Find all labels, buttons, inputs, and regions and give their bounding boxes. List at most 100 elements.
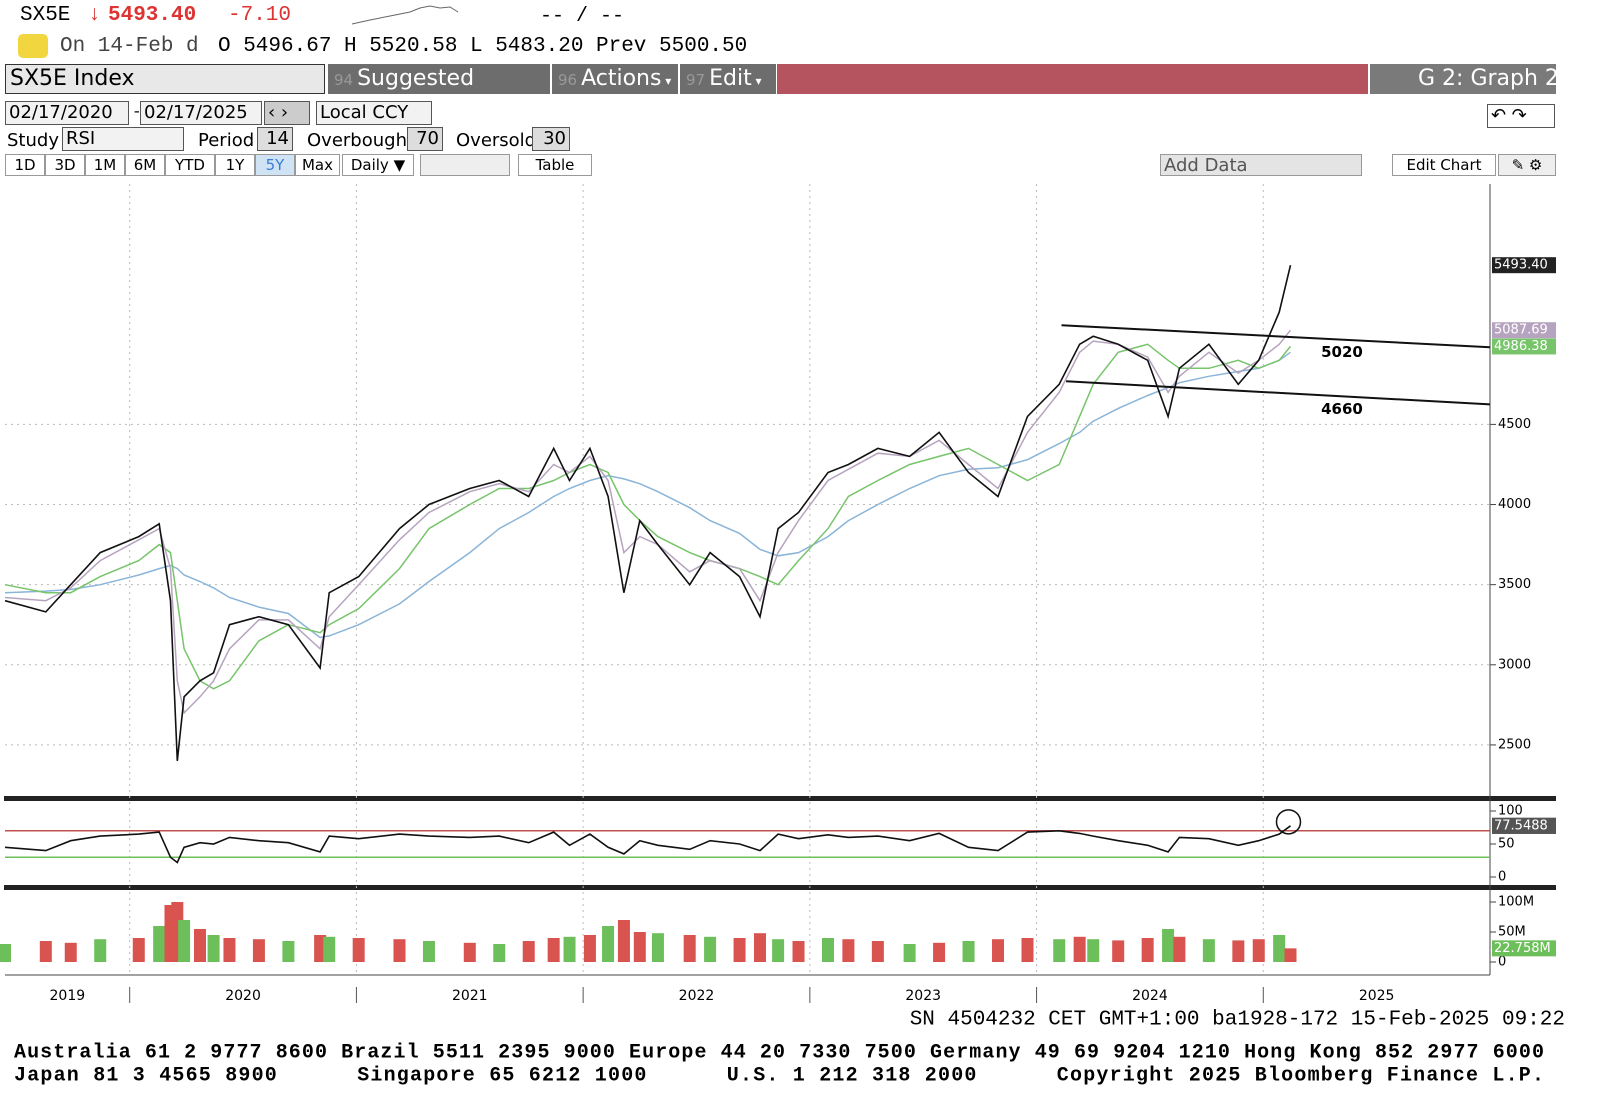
menu[interactable]: 97 Edit ▾ — [680, 64, 776, 94]
oversold[interactable]: 30 — [532, 127, 570, 151]
menu-label: Edit — [709, 66, 752, 91]
chart-settings[interactable]: ✎ ⚙ — [1498, 154, 1556, 176]
y-tick-label: 50 — [1498, 837, 1515, 852]
volume-bar — [252, 939, 265, 962]
range-button[interactable]: 5Y — [255, 154, 295, 176]
volume-bar — [223, 938, 236, 962]
x-tick-label: 2019 — [50, 988, 86, 1004]
x-tick-label: 2020 — [225, 988, 261, 1004]
series-line — [4, 351, 1291, 639]
price-tag-label: 22.758M — [1494, 941, 1551, 956]
volume-bar — [933, 942, 946, 962]
volume-bar — [393, 939, 406, 962]
volume-bar — [1162, 929, 1175, 962]
range-button[interactable]: 1Y — [215, 154, 255, 176]
down-arrow: ↓ — [88, 4, 101, 27]
panel-divider — [4, 796, 1556, 801]
edit-chart[interactable]: Edit Chart — [1392, 154, 1496, 176]
graph-name[interactable]: G 2: Graph 2 — [1370, 64, 1559, 94]
volume-bar — [651, 933, 664, 962]
x-tick-label: 2021 — [452, 988, 488, 1004]
volume-bar — [617, 920, 630, 962]
volume-bar — [871, 941, 884, 962]
low: L 5483.20 — [470, 35, 584, 58]
range-button[interactable]: 1M — [85, 154, 125, 176]
volume-bar — [633, 932, 646, 962]
x-tick-label: 2022 — [679, 988, 715, 1004]
x-tick-label: 2025 — [1359, 988, 1395, 1004]
panel-divider — [4, 885, 1556, 890]
menu[interactable]: 96 Actions ▾ — [552, 64, 678, 94]
start-date[interactable]: 02/17/2020 — [5, 101, 129, 125]
y-tick-label: 3000 — [1498, 657, 1531, 672]
alert-icon[interactable] — [18, 34, 48, 58]
range-button[interactable]: 1D — [5, 154, 45, 176]
price-tag-label: 5087.69 — [1494, 323, 1548, 338]
trend-line — [1065, 380, 1491, 406]
volume-bar — [1021, 938, 1034, 962]
security[interactable]: SX5E Index — [5, 64, 325, 94]
volume-bar — [1202, 939, 1215, 962]
trend-line — [1061, 324, 1491, 349]
x-tick-label: 2023 — [905, 988, 941, 1004]
add-data[interactable]: Add Data — [1160, 154, 1362, 176]
frequency[interactable]: Daily ▼ — [342, 154, 414, 176]
frequency-text: Daily — [350, 156, 389, 174]
volume-bar — [602, 926, 615, 962]
period-label: Period — [198, 130, 255, 151]
volume-bar — [1141, 938, 1154, 962]
change: -7.10 — [228, 4, 292, 27]
end-date[interactable]: 02/17/2025 — [140, 101, 262, 125]
prev: Prev 5500.50 — [596, 35, 748, 58]
undo-redo[interactable]: ↶ ↷ — [1487, 104, 1555, 128]
overbought[interactable]: 70 — [407, 127, 443, 151]
currency[interactable]: Local CCY — [316, 101, 432, 125]
volume-bar — [992, 939, 1005, 962]
overbought-label: Overbought — [307, 130, 415, 151]
table-button[interactable]: Table — [518, 154, 592, 176]
volume-bar — [522, 941, 535, 962]
menu-arrow: ▾ — [751, 74, 762, 88]
y-tick-label: 0 — [1498, 955, 1506, 970]
price-tag — [1492, 817, 1556, 834]
range-button[interactable]: YTD — [165, 154, 215, 176]
y-tick-label: 4000 — [1498, 497, 1531, 512]
trend-label: 4660 — [1321, 400, 1363, 418]
series-line — [4, 329, 1292, 715]
ticker: SX5E — [20, 4, 71, 27]
period[interactable]: 14 — [257, 127, 293, 151]
date-nav[interactable]: ‹ › — [264, 101, 310, 125]
price-tag — [1492, 940, 1556, 957]
range-button[interactable]: 3D — [45, 154, 85, 176]
volume-bar — [1284, 948, 1297, 962]
price-tag-label: 5493.40 — [1494, 258, 1548, 273]
menu-arrow: ▾ — [661, 74, 672, 88]
volume-bar — [193, 929, 206, 962]
open: O 5496.67 — [218, 35, 332, 58]
volume-bar — [583, 935, 596, 962]
volume-bar — [1232, 940, 1245, 962]
price-tag — [1492, 322, 1556, 339]
series-line — [4, 265, 1292, 761]
bid-ask: -- / -- — [540, 5, 625, 28]
study[interactable]: RSI — [62, 127, 184, 151]
range-button[interactable]: Max — [295, 154, 340, 176]
volume-bar — [39, 941, 52, 962]
y-tick-label: 4500 — [1498, 417, 1531, 432]
range-button[interactable]: 6M — [125, 154, 165, 176]
price-tag-label: 77.5488 — [1494, 818, 1548, 833]
volume-bar — [207, 935, 220, 962]
y-tick-label: 100M — [1498, 895, 1534, 910]
x-tick-label: 2024 — [1132, 988, 1168, 1004]
price-tag — [1492, 257, 1556, 274]
sparkline — [351, 5, 459, 25]
highlight-circle — [1275, 809, 1302, 835]
chart-style[interactable] — [420, 154, 510, 176]
volume-bar — [683, 935, 696, 962]
banner — [777, 64, 1368, 94]
menu-number: 94 — [334, 71, 354, 89]
y-tick-label: 50M — [1498, 925, 1526, 940]
